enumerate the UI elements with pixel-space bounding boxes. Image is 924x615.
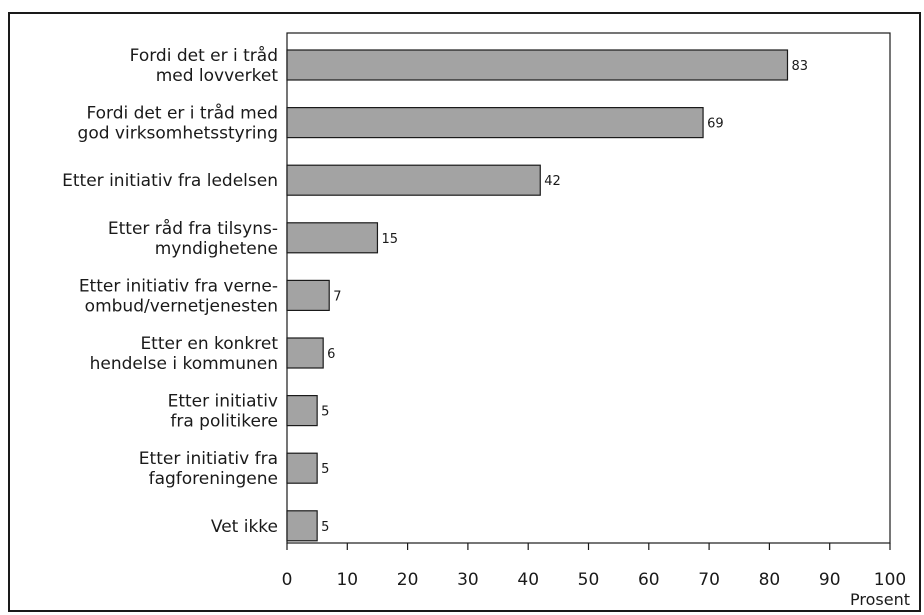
category-label: Fordi det er i tråd med god virksomhetsst…: [78, 103, 278, 144]
x-tick-label: 40: [517, 570, 539, 590]
category-label-line: fra politikere: [170, 412, 278, 432]
x-tick-label: 70: [698, 570, 720, 590]
bar-value-label: 15: [381, 232, 398, 247]
bar-value-label: 5: [321, 462, 329, 477]
bar-value-label: 5: [321, 520, 329, 535]
category-label-line: med lovverket: [156, 66, 279, 86]
bar-value-label: 5: [321, 405, 329, 420]
category-label-line: hendelse i kommunen: [90, 354, 278, 374]
bar: [286, 337, 324, 369]
category-label-line: myndighetene: [155, 239, 278, 259]
bar-value-label: 42: [544, 174, 561, 189]
category-label-line: Etter en konkret: [140, 334, 278, 354]
category-label-line: Fordi det er i tråd med: [86, 103, 278, 124]
category-label: Etter initiativ fra ledelsen: [62, 171, 278, 191]
bar: [286, 452, 318, 484]
x-tick-label: 0: [282, 570, 293, 590]
category-label-line: Etter initiativ fra: [139, 449, 278, 469]
x-axis-title: Prosent: [850, 590, 910, 609]
category-label-line: Etter initiativ fra ledelsen: [62, 171, 278, 191]
category-label: Etter initiativ fra politikere: [168, 392, 278, 432]
bar: [286, 222, 379, 254]
bar-value-label: 83: [791, 59, 808, 74]
category-label: Vet ikke: [211, 517, 278, 537]
bar-value-label: 69: [707, 117, 724, 132]
bar: [286, 106, 704, 139]
x-tick-label: 60: [638, 570, 660, 590]
category-label: Fordi det er i tråd med lovverket: [130, 45, 279, 86]
bar: [286, 395, 318, 427]
x-tick-label: 100: [874, 570, 906, 590]
bar-value-label: 6: [327, 347, 335, 362]
category-label-line: Fordi det er i tråd: [130, 45, 278, 66]
x-tick-label: 20: [397, 570, 419, 590]
category-label-line: Etter råd fra tilsyns-: [108, 218, 278, 239]
bar: [286, 164, 541, 196]
category-label-line: Vet ikke: [211, 517, 278, 537]
category-label-line: god virksomhetsstyring: [78, 124, 278, 144]
bar: [286, 49, 789, 81]
x-tick-label: 10: [336, 570, 358, 590]
category-label-line: fagforeningene: [149, 469, 278, 489]
category-label-line: ombud/vernetjenesten: [85, 296, 278, 316]
bar: [286, 510, 318, 542]
bar: [286, 279, 330, 311]
category-label: Etter initiativ fra verne-ombud/vernetje…: [79, 276, 278, 316]
category-label-line: Etter initiativ fra verne-: [79, 276, 278, 296]
x-tick-label: 50: [578, 570, 600, 590]
category-label: Etter en konkret hendelse i kommunen: [90, 334, 279, 374]
bar-value-label: 7: [333, 289, 341, 304]
x-tick-label: 80: [759, 570, 781, 590]
x-tick-label: 90: [819, 570, 841, 590]
x-tick-label: 30: [457, 570, 479, 590]
category-label: Etter initiativ fra fagforeningene: [139, 449, 278, 489]
category-label: Etter råd fra tilsyns-myndighetene: [108, 218, 278, 259]
category-label-line: Etter initiativ: [168, 392, 278, 412]
